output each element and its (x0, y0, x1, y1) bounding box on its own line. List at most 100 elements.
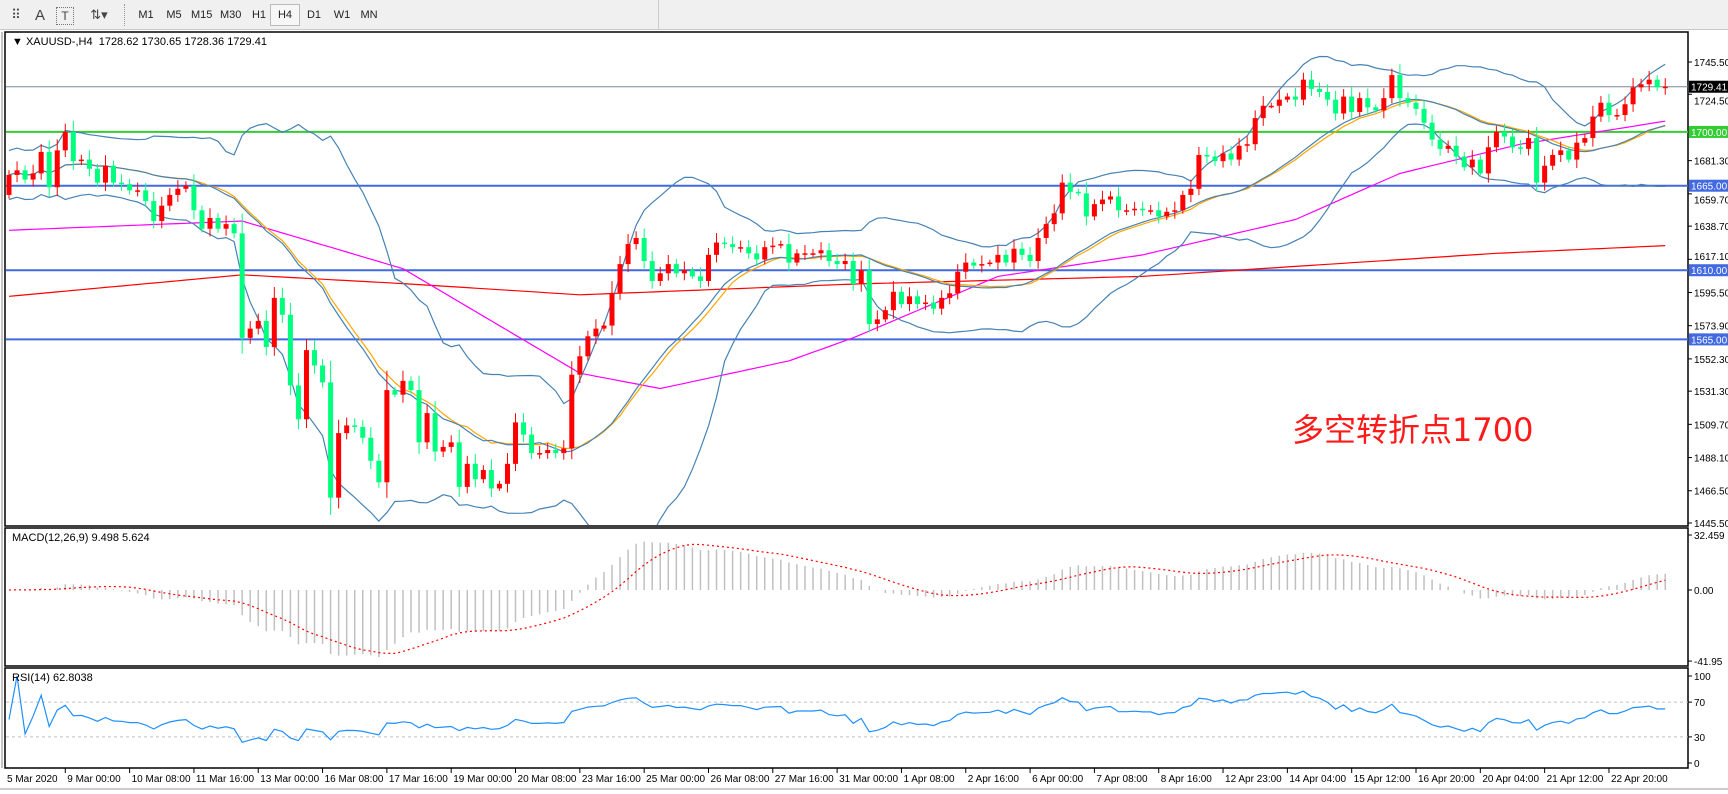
candle (1373, 104, 1379, 113)
candle (368, 427, 374, 470)
candle-body (1292, 96, 1298, 100)
candle (408, 376, 414, 394)
timeframe-d1-button[interactable]: D1 (306, 9, 322, 21)
text-box-icon[interactable]: T (56, 7, 74, 25)
candle-body (86, 159, 92, 169)
candle-body (714, 242, 720, 255)
candle (1413, 94, 1419, 116)
candle (1196, 146, 1202, 196)
candle (1662, 78, 1668, 95)
candle (1003, 249, 1009, 267)
candle (971, 258, 977, 269)
candle-body (601, 325, 607, 329)
candle-body (1365, 98, 1371, 108)
time-axis-label: 8 Apr 16:00 (1161, 774, 1213, 785)
candle-body (898, 291, 904, 305)
candle (939, 290, 945, 315)
timeframe-h1-button[interactable]: H1 (251, 9, 267, 21)
candle (488, 459, 494, 497)
toolbar-divider (658, 0, 659, 30)
candle-body (38, 151, 44, 174)
candle (955, 264, 961, 300)
timeframe-m15-button[interactable]: M15 (191, 9, 213, 21)
candle-body (1437, 139, 1443, 149)
candle-body (802, 253, 808, 255)
price-axis-label: 1531.30 (1694, 387, 1728, 398)
candle (1501, 123, 1507, 144)
high-value: 1730.65 (141, 36, 182, 48)
candle (271, 287, 277, 356)
rsi-line (8, 675, 1666, 744)
candle-body (762, 247, 768, 260)
candle (70, 120, 76, 170)
arrows-icon[interactable]: ⇅▾ (90, 7, 108, 22)
candle-body (1566, 150, 1572, 160)
candle (810, 248, 816, 257)
candle (947, 285, 953, 305)
candle-body (263, 320, 269, 348)
timeframe-m1-button[interactable]: M1 (138, 9, 154, 21)
candle (1622, 96, 1628, 122)
collapse-triangle-icon[interactable]: ▼ (12, 36, 26, 48)
candle (730, 236, 736, 254)
candle (336, 419, 342, 509)
price-axis-label: 1638.70 (1694, 222, 1728, 233)
candle (432, 401, 438, 462)
candle-body (826, 250, 832, 262)
timeframe-w1-button[interactable]: W1 (333, 9, 351, 21)
candle (151, 191, 157, 229)
candle (979, 255, 985, 273)
text-grid-icon[interactable]: ⠿ (11, 7, 21, 22)
candle (858, 260, 864, 292)
candle (279, 287, 285, 323)
candle-body (1493, 131, 1499, 148)
price-axis-label: 1595.50 (1694, 289, 1728, 300)
time-axis-label: 31 Mar 00:00 (839, 774, 898, 785)
candle (416, 375, 422, 454)
candle (38, 143, 44, 180)
candle-body (135, 190, 141, 192)
candle (1453, 136, 1459, 165)
candle-body (1389, 75, 1395, 99)
time-axis-label: 12 Apr 23:00 (1225, 774, 1282, 785)
time-axis-label: 1 Apr 08:00 (903, 774, 955, 785)
candle (1550, 149, 1556, 171)
timeframe-h4-button[interactable]: H4 (270, 4, 300, 26)
open-value: 1728.62 (98, 36, 139, 48)
candle-body (424, 413, 430, 443)
candle (1067, 173, 1073, 200)
candle (746, 240, 752, 259)
candle-body (874, 319, 880, 325)
candle-body (1590, 116, 1596, 139)
candle (480, 465, 486, 484)
candle (987, 259, 993, 267)
candle-body (239, 233, 245, 338)
candle-body (1646, 79, 1652, 85)
candle (866, 259, 872, 333)
text-label-icon[interactable]: A (34, 6, 45, 24)
candle (673, 259, 679, 278)
candle-body (1501, 131, 1507, 137)
candle-body (111, 165, 117, 183)
timeframe-mn-button[interactable]: MN (360, 9, 378, 21)
price-axis-label: 1509.70 (1694, 420, 1728, 431)
candle (609, 281, 615, 336)
candle-body (159, 205, 165, 222)
candle (657, 266, 663, 287)
candle-body (1019, 248, 1025, 255)
chart-header: ▼ XAUUSD-,H4 1728.62 1730.65 1728.36 172… (12, 36, 267, 48)
candle-body (1381, 98, 1387, 111)
candle-body (890, 291, 896, 311)
candle-body (1180, 194, 1186, 211)
candle-body (344, 425, 350, 434)
candle-body (995, 254, 1001, 263)
price-axis-label: 1488.10 (1694, 454, 1728, 465)
candle (1083, 182, 1089, 226)
candle (14, 161, 20, 183)
candle-body (464, 463, 470, 487)
time-axis-label: 13 Mar 00:00 (260, 774, 319, 785)
time-axis-label: 20 Mar 08:00 (518, 774, 577, 785)
timeframe-m5-button[interactable]: M5 (166, 9, 182, 21)
timeframe-m30-button[interactable]: M30 (220, 9, 242, 21)
